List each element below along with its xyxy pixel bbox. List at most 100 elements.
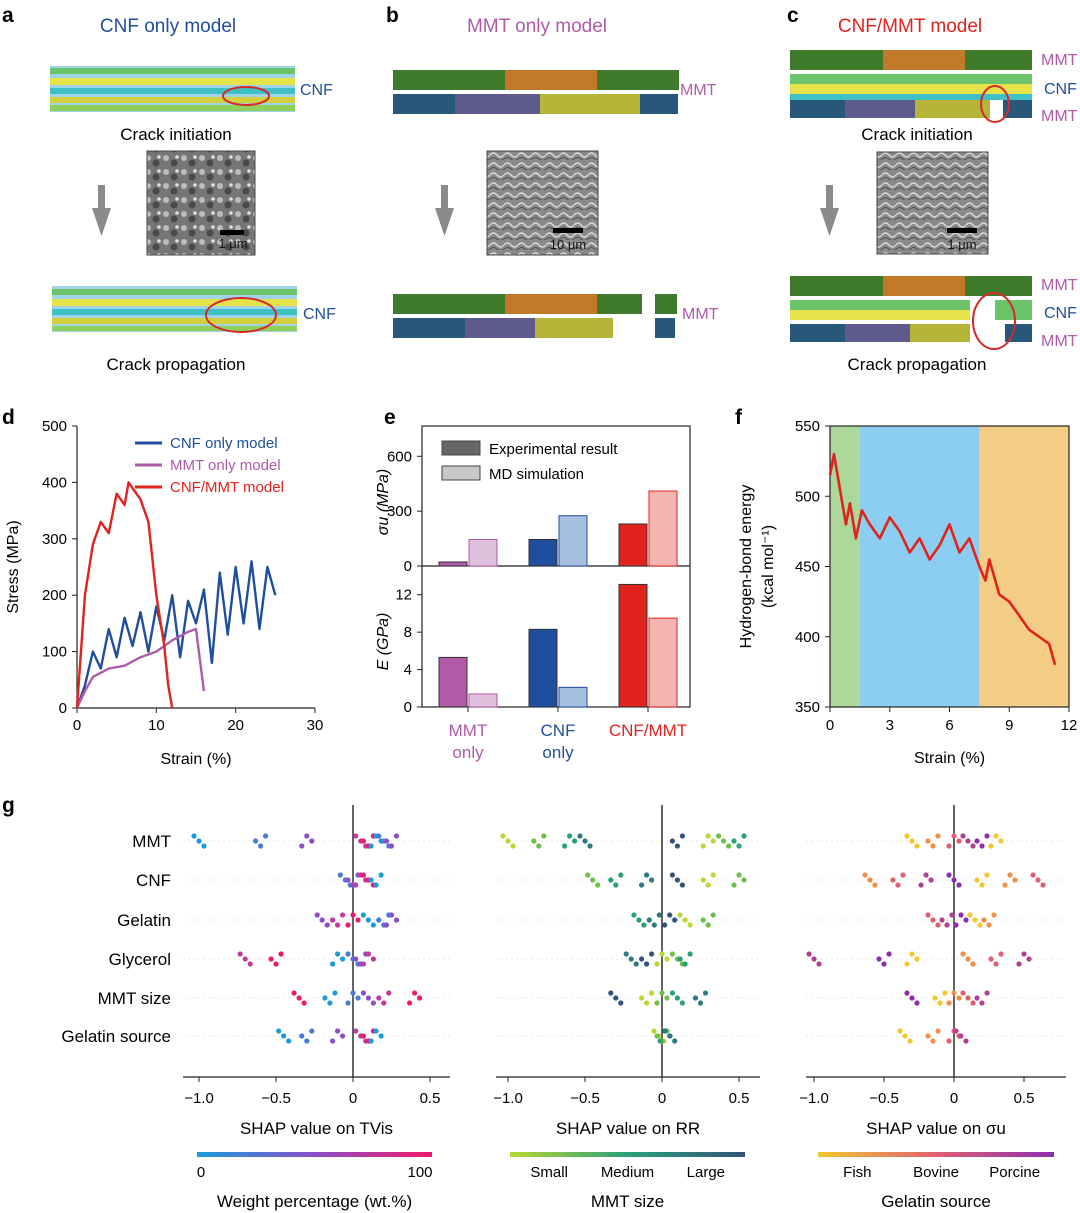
shap-chart: MMT CNF Gelatin Glycerol MMT size Gelatin sou…	[61, 805, 1066, 1211]
shap-point	[327, 1000, 333, 1006]
shap-point	[682, 917, 688, 923]
shap-point	[951, 833, 957, 839]
shap-point	[314, 912, 320, 918]
shap-point	[417, 995, 423, 1001]
shap-point	[393, 833, 400, 839]
shap-point	[662, 922, 668, 928]
shap-point	[963, 1038, 969, 1044]
shap-point	[242, 956, 248, 962]
shap-point	[376, 833, 382, 839]
colorbar-tick-label: 100	[407, 1164, 432, 1181]
shap-point	[276, 1028, 282, 1034]
shap-point	[988, 956, 994, 962]
x-axis-label: SHAP value on RR	[556, 1119, 700, 1138]
shap-point	[613, 882, 619, 888]
shap-point	[373, 1028, 379, 1034]
y-tick-label: 100	[42, 644, 67, 661]
shap-point	[360, 872, 366, 878]
shap-point	[998, 951, 1004, 957]
shap-point	[979, 843, 985, 849]
panel-a-label-top: CNF	[300, 82, 333, 99]
shap-point	[669, 838, 676, 844]
shap-point	[736, 843, 742, 849]
panel-c: c CNF/MMT model MMT CNF MMT Crack initia…	[787, 4, 1078, 374]
shap-point	[368, 843, 374, 849]
shap-point	[278, 951, 284, 957]
shap-point	[536, 843, 542, 849]
shap-point	[672, 917, 678, 923]
shap-point	[355, 917, 361, 923]
colorbar-label: Weight percentage (wt.%)	[217, 1192, 412, 1211]
legend-swatch	[441, 440, 481, 456]
legend-label: CNF only model	[170, 435, 278, 452]
feature-label: Gelatin source	[61, 1027, 171, 1046]
shap-point	[360, 912, 366, 918]
scalebar-b: 10 μm	[550, 237, 586, 252]
shap-point	[281, 1033, 287, 1039]
shap-point	[946, 843, 952, 849]
shap-point	[376, 995, 382, 1001]
shap-point	[988, 843, 994, 849]
shap-point	[299, 843, 305, 849]
shap-point	[360, 961, 366, 967]
y-tick-label: 300	[42, 531, 67, 548]
y-tick-label: 450	[795, 559, 820, 576]
shap-point	[710, 872, 716, 878]
top-bar-sim	[558, 515, 588, 567]
shap-point	[639, 995, 645, 1001]
legend-label: MD simulation	[489, 466, 584, 483]
shap-point	[1026, 956, 1032, 962]
shap-point	[577, 833, 583, 839]
feature-label: Glycerol	[109, 950, 171, 969]
shap-point	[370, 922, 376, 928]
shap-point	[984, 990, 990, 996]
shap-point	[981, 917, 987, 923]
shap-point	[345, 1000, 351, 1006]
x-tick-label: 0	[73, 717, 81, 734]
colorbar-tick-label: Fish	[843, 1164, 871, 1181]
shap-point	[731, 882, 737, 888]
shap-point	[925, 838, 931, 844]
shap-point	[412, 990, 418, 996]
shap-point	[332, 990, 338, 996]
feature-label: Gelatin	[117, 911, 171, 930]
shap-point	[705, 882, 711, 888]
shap-point	[979, 1000, 985, 1006]
legend-label: Experimental result	[489, 441, 618, 458]
shap-point	[963, 917, 969, 923]
panel-b-title: MMT only model	[467, 16, 607, 37]
shap-point	[984, 872, 990, 878]
crack-marker	[972, 292, 1016, 350]
shap-point	[958, 912, 964, 918]
shap-point	[667, 1033, 673, 1039]
shap-point	[286, 1038, 292, 1044]
shap-point	[932, 995, 938, 1001]
shap-point	[705, 922, 711, 928]
shap-point	[960, 951, 966, 957]
shap-point	[904, 833, 910, 839]
shap-point	[659, 951, 665, 957]
top-bar-exp	[618, 523, 648, 567]
shap-point	[806, 951, 812, 957]
shap-point	[567, 833, 573, 839]
shap-point	[659, 990, 665, 996]
shap-point	[360, 838, 366, 844]
shap-point	[618, 1000, 624, 1006]
shap-point	[651, 1028, 657, 1034]
shap-point	[965, 995, 971, 1001]
shap-point	[644, 1000, 650, 1006]
shap-point	[674, 995, 681, 1001]
x-tick-label: 0.5	[729, 1090, 750, 1107]
shap-point	[946, 872, 952, 878]
shap-point	[692, 995, 699, 1001]
shap-point	[345, 877, 351, 883]
bottom-y-axis-label: E (GPa)	[375, 613, 392, 671]
shap-point	[641, 922, 647, 928]
top-y-tick-label: 0	[404, 558, 412, 575]
shap-point	[335, 951, 341, 957]
shap-point	[304, 833, 310, 839]
shap-point	[914, 843, 920, 849]
x-tick-label: 10	[148, 717, 165, 734]
y-axis-label: Stress (MPa)	[5, 520, 22, 613]
shap-point	[237, 951, 243, 957]
